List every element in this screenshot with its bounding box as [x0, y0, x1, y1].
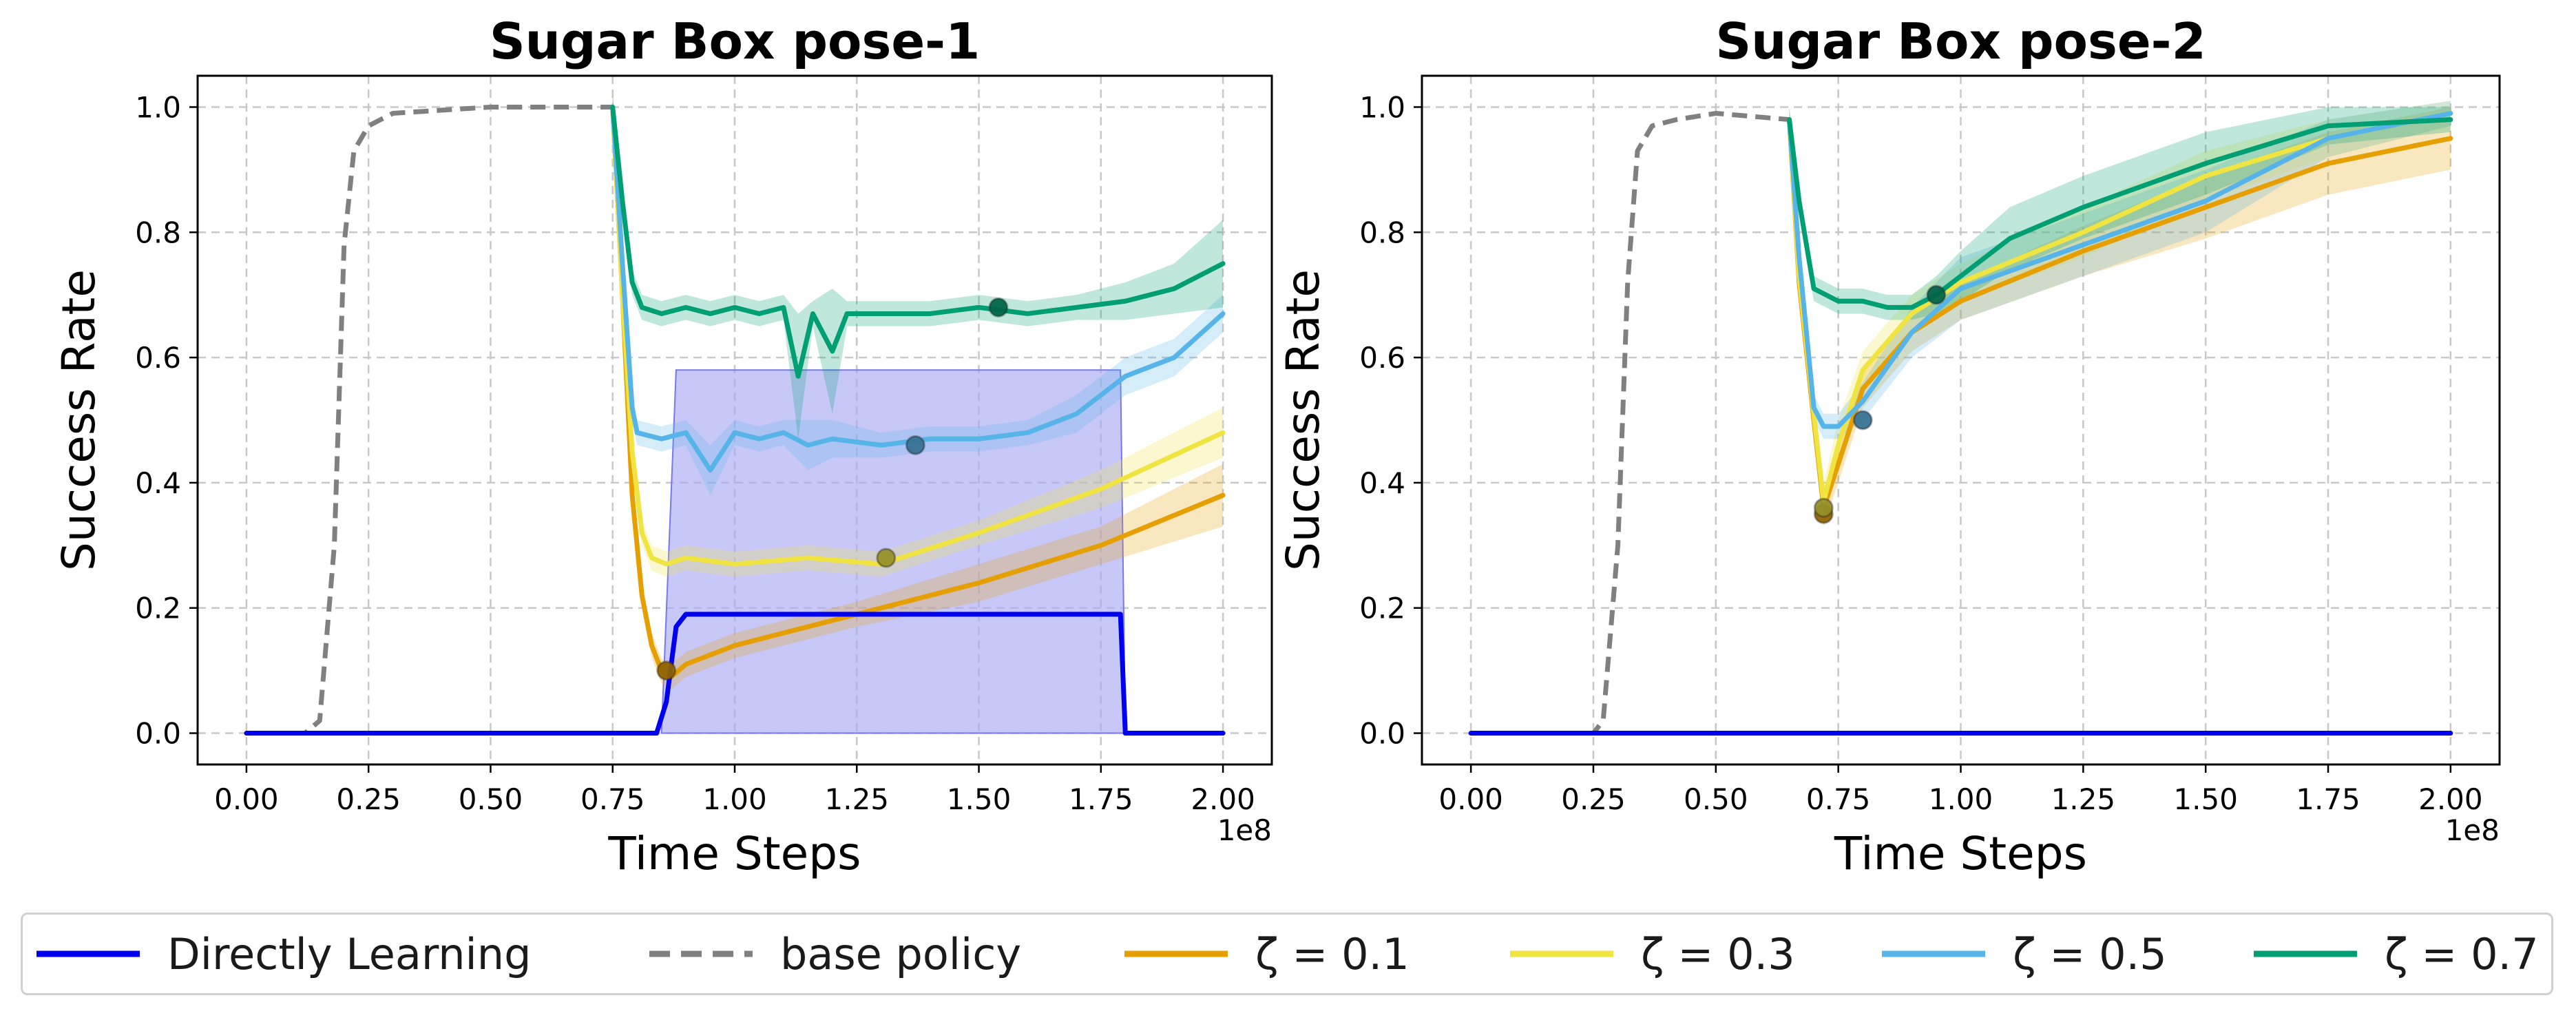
x-tick-label: 1.75: [2296, 782, 2360, 816]
series-line: [244, 612, 1226, 736]
legend-item-zeta-0-3: ζ = 0.3: [1510, 915, 1795, 993]
legend-swatch: [1510, 950, 1613, 957]
legend-swatch: [649, 950, 753, 957]
y-tick-label: 0.4: [1359, 466, 1405, 500]
series-marker-shade: [1814, 499, 1833, 517]
chart-panel-2: 0.00 0.25 0.50 0.75 1.00 1.25 1.50 1.75 2.00 0.0 0…: [1277, 12, 2501, 880]
legend-label: ζ = 0.1: [1255, 928, 1410, 979]
x-tick-label: 1.00: [1929, 782, 1993, 816]
plot-frame: [196, 74, 1273, 766]
x-tick-label: 1.50: [2173, 782, 2238, 816]
legend-item-zeta-0-7: ζ = 0.7: [2254, 915, 2539, 993]
series-line: [1471, 111, 1790, 736]
y-tick-label: 0.2: [1359, 592, 1405, 625]
x-tick-label: 1.25: [825, 782, 890, 816]
series-marker: [988, 297, 1009, 318]
series-marker: [905, 435, 925, 455]
legend-label: Directly Learning: [167, 928, 532, 979]
series-marker-shade: [989, 298, 1007, 317]
x-axis-scale-label: 1e8: [2445, 813, 2500, 847]
x-tick-label: 0.25: [1561, 782, 1626, 816]
series-band: [612, 88, 1224, 689]
legend-item-directly-learning: Directly Learning: [36, 915, 531, 993]
x-tick-label: 0.00: [214, 782, 279, 816]
y-tick-label: 0.6: [135, 341, 181, 375]
series-marker-shade: [1927, 286, 1945, 304]
y-tick-label: 0.6: [1359, 341, 1405, 375]
legend-item-base-policy: base policy: [649, 915, 1021, 993]
y-tick-label: 1.0: [135, 90, 181, 124]
series-line: [246, 104, 613, 736]
legend-item-zeta-0-1: ζ = 0.1: [1124, 915, 1410, 993]
y-axis-label: Success Rate: [52, 269, 105, 571]
legend-label: ζ = 0.7: [2385, 928, 2539, 979]
x-tick-label: 2.00: [1191, 782, 1255, 816]
chart-title: Sugar Box pose-2: [1715, 12, 2206, 70]
legend-label: base policy: [780, 928, 1022, 979]
legend-swatch: [2254, 950, 2357, 957]
y-tick-label: 0.8: [135, 216, 181, 249]
legend-item-zeta-0-5: ζ = 0.5: [1882, 915, 2167, 993]
x-axis-scale-label: 1e8: [1217, 813, 1272, 847]
x-tick-label: 0.50: [1684, 782, 1748, 816]
y-tick-label: 0.0: [135, 717, 181, 751]
x-tick-label: 1.25: [2051, 782, 2116, 816]
series-line: [610, 104, 1226, 473]
series-marker-shade: [1854, 411, 1872, 429]
y-axis-label: Success Rate: [1277, 269, 1330, 571]
y-tick-label: 0.0: [1359, 717, 1405, 751]
legend-label: ζ = 0.5: [2013, 928, 2167, 979]
series-marker: [1852, 410, 1873, 430]
chart-panel-1: 0.00 0.25 0.50 0.75 1.00 1.25 1.50 1.75 2.00 0.0 0…: [52, 12, 1273, 880]
charts-figure: 0.00 0.25 0.50 0.75 1.00 1.25 1.50 1.75 2.000.00…: [52, 12, 2501, 880]
series-line: [1787, 117, 2453, 310]
series-band: [1789, 107, 2451, 527]
series-line: [610, 104, 1226, 379]
series-line: [610, 104, 1226, 567]
series-marker-shade: [877, 549, 895, 567]
series-marker-shade: [906, 436, 925, 455]
legend-swatch: [1124, 950, 1228, 957]
x-tick-label: 0.75: [580, 782, 645, 816]
legend-swatch: [1882, 950, 1985, 957]
legend-swatch: [36, 950, 140, 957]
directly-learning-variance-area: [660, 369, 1127, 734]
series-marker-shade: [657, 661, 676, 680]
y-tick-label: 0.8: [1359, 216, 1405, 249]
series-line: [1787, 111, 2453, 429]
x-tick-label: 0.50: [459, 782, 523, 816]
y-tick-label: 1.0: [1359, 90, 1405, 124]
x-tick-label: 1.00: [702, 782, 767, 816]
series-marker: [1813, 497, 1834, 518]
legend-label: ζ = 0.3: [1641, 928, 1795, 979]
x-tick-label: 0.25: [336, 782, 401, 816]
x-tick-label: 0.75: [1806, 782, 1871, 816]
series-marker: [1926, 284, 1947, 305]
x-tick-label: 1.50: [947, 782, 1012, 816]
x-axis-label: Time Steps: [1834, 827, 2087, 880]
legend: Directly Learning base policy ζ = 0.1 ζ …: [21, 913, 2553, 995]
y-tick-label: 0.4: [135, 466, 181, 500]
chart-title: Sugar Box pose-1: [490, 12, 980, 70]
series-band: [1789, 101, 2451, 521]
y-tick-label: 0.2: [135, 592, 181, 625]
x-tick-label: 0.00: [1438, 782, 1503, 816]
x-axis-label: Time Steps: [607, 827, 861, 880]
plot-frame: [1421, 74, 2501, 766]
x-tick-label: 1.75: [1069, 782, 1133, 816]
series-marker: [656, 660, 677, 681]
series-marker: [876, 548, 897, 568]
x-tick-label: 2.00: [2418, 782, 2483, 816]
